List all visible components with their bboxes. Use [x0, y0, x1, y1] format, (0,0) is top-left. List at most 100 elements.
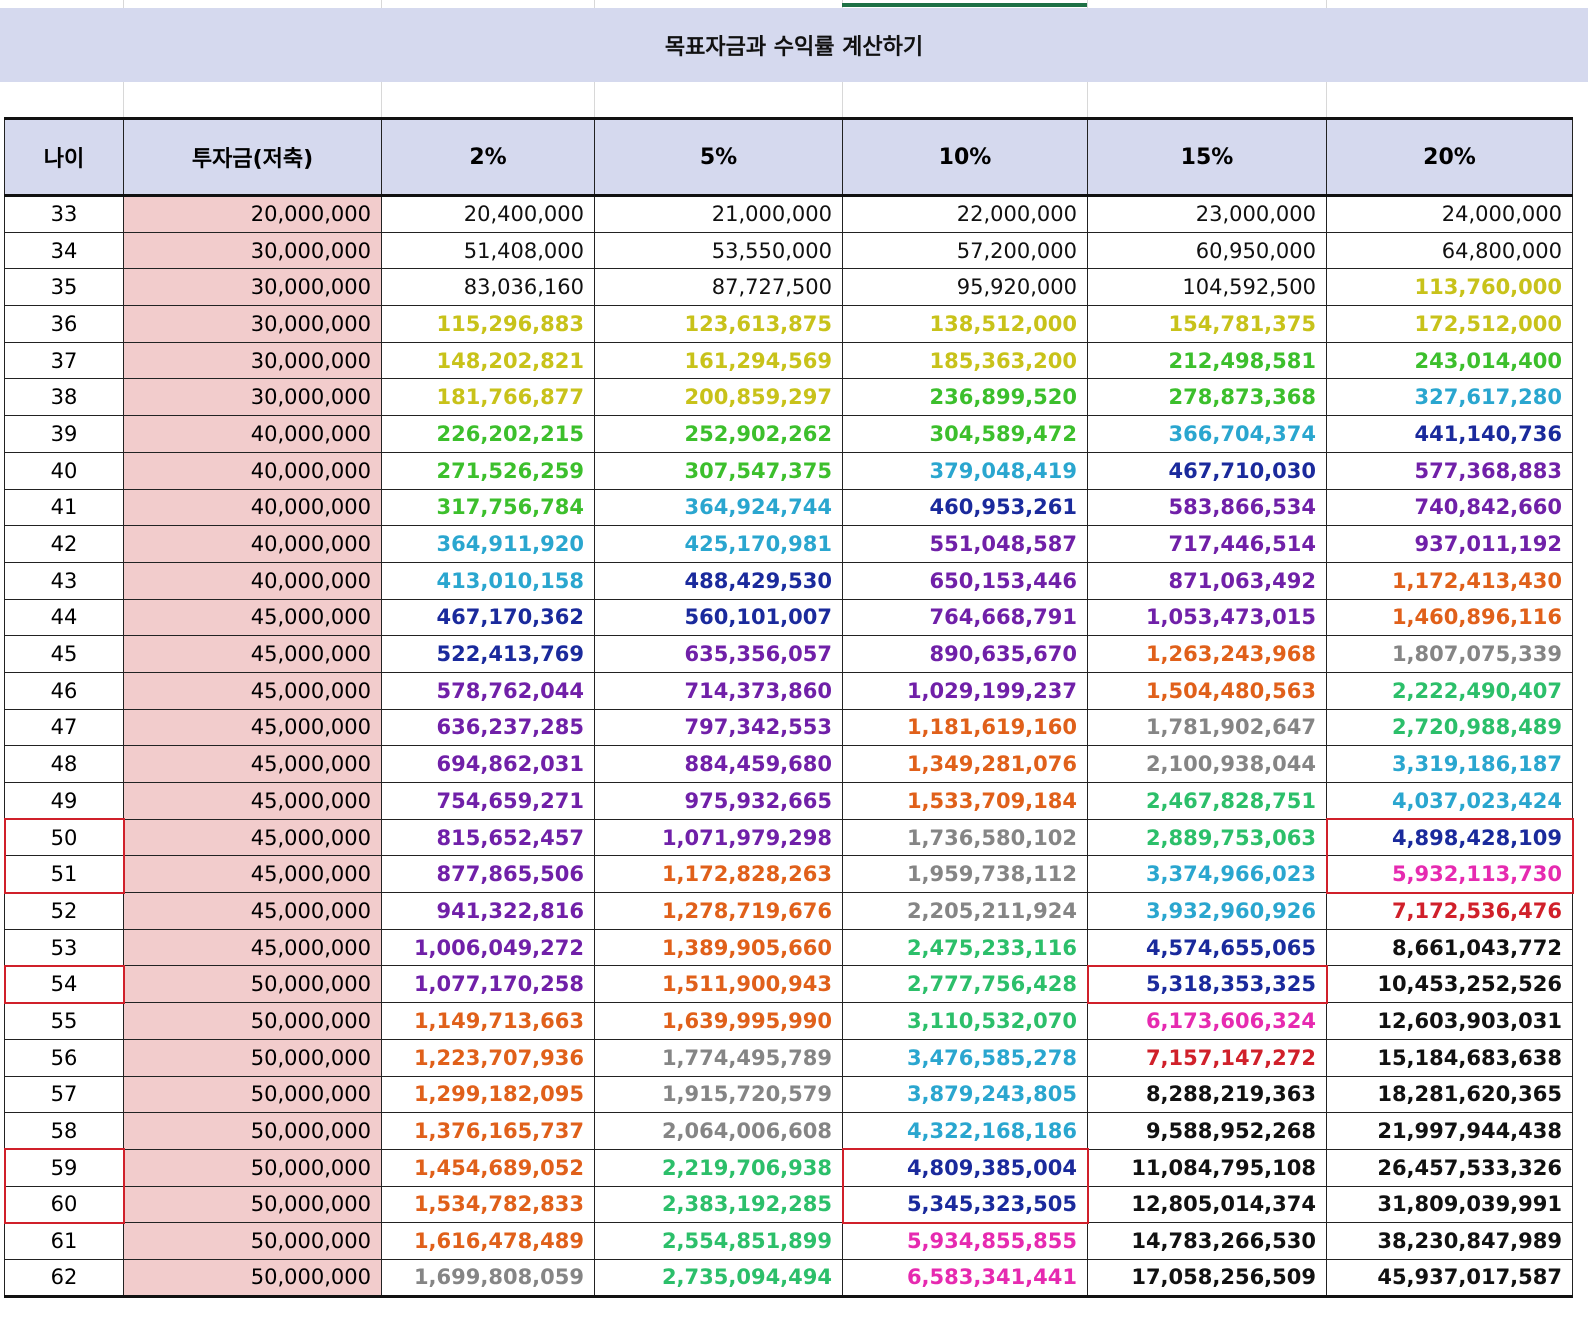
rate-10-value-cell[interactable]: 22,000,000	[842, 195, 1088, 233]
rate-5-value-cell[interactable]: 488,429,530	[594, 561, 843, 600]
rate-2-value-cell[interactable]: 115,296,883	[381, 305, 595, 343]
rate-10-value-cell[interactable]: 4,809,385,004	[842, 1148, 1088, 1187]
header-rate-15[interactable]: 15%	[1087, 117, 1327, 197]
investment-cell[interactable]: 50,000,000	[123, 1185, 382, 1224]
investment-cell[interactable]: 45,000,000	[123, 671, 382, 710]
rate-15-value-cell[interactable]: 2,467,828,751	[1087, 782, 1327, 820]
rate-10-value-cell[interactable]: 95,920,000	[842, 268, 1088, 307]
rate-10-value-cell[interactable]: 650,153,446	[842, 561, 1088, 600]
rate-15-value-cell[interactable]: 1,263,243,968	[1087, 635, 1327, 673]
header-investment[interactable]: 투자금(저축)	[123, 117, 382, 197]
rate-2-value-cell[interactable]: 1,149,713,663	[381, 1002, 595, 1040]
rate-5-value-cell[interactable]: 2,383,192,285	[594, 1185, 843, 1224]
rate-15-value-cell[interactable]: 278,873,368	[1087, 378, 1327, 417]
rate-20-value-cell[interactable]: 441,140,736	[1326, 415, 1573, 453]
rate-20-value-cell[interactable]: 740,842,660	[1326, 488, 1573, 527]
rate-5-value-cell[interactable]: 161,294,569	[594, 341, 843, 380]
investment-cell[interactable]: 50,000,000	[123, 1148, 382, 1187]
rate-5-value-cell[interactable]: 1,389,905,660	[594, 928, 843, 967]
rate-2-value-cell[interactable]: 578,762,044	[381, 671, 595, 710]
rate-5-value-cell[interactable]: 123,613,875	[594, 305, 843, 343]
investment-cell[interactable]: 45,000,000	[123, 928, 382, 967]
investment-cell[interactable]: 45,000,000	[123, 818, 382, 857]
age-cell[interactable]: 61	[4, 1222, 124, 1260]
investment-cell[interactable]: 40,000,000	[123, 451, 382, 490]
age-cell[interactable]: 34	[4, 231, 124, 270]
rate-5-value-cell[interactable]: 87,727,500	[594, 268, 843, 307]
rate-20-value-cell[interactable]: 327,617,280	[1326, 378, 1573, 417]
header-rate-20[interactable]: 20%	[1326, 117, 1573, 197]
rate-10-value-cell[interactable]: 57,200,000	[842, 231, 1088, 270]
rate-15-value-cell[interactable]: 7,157,147,272	[1087, 1038, 1327, 1077]
age-cell[interactable]: 33	[4, 195, 124, 233]
rate-5-value-cell[interactable]: 1,774,495,789	[594, 1038, 843, 1077]
investment-cell[interactable]: 50,000,000	[123, 1112, 382, 1150]
rate-5-value-cell[interactable]: 364,924,744	[594, 488, 843, 527]
age-cell[interactable]: 53	[4, 928, 124, 967]
rate-2-value-cell[interactable]: 877,865,506	[381, 855, 595, 894]
rate-15-value-cell[interactable]: 9,588,952,268	[1087, 1112, 1327, 1150]
rate-5-value-cell[interactable]: 635,356,057	[594, 635, 843, 673]
investment-cell[interactable]: 40,000,000	[123, 488, 382, 527]
rate-10-value-cell[interactable]: 5,345,323,505	[842, 1185, 1088, 1224]
rate-10-value-cell[interactable]: 3,476,585,278	[842, 1038, 1088, 1077]
rate-2-value-cell[interactable]: 1,077,170,258	[381, 965, 595, 1004]
header-rate-10[interactable]: 10%	[842, 117, 1088, 197]
rate-2-value-cell[interactable]: 467,170,362	[381, 598, 595, 637]
rate-2-value-cell[interactable]: 1,376,165,737	[381, 1112, 595, 1150]
rate-10-value-cell[interactable]: 1,959,738,112	[842, 855, 1088, 894]
rate-15-value-cell[interactable]: 154,781,375	[1087, 305, 1327, 343]
investment-cell[interactable]: 45,000,000	[123, 855, 382, 894]
rate-2-value-cell[interactable]: 522,413,769	[381, 635, 595, 673]
rate-2-value-cell[interactable]: 694,862,031	[381, 745, 595, 783]
rate-10-value-cell[interactable]: 1,349,281,076	[842, 745, 1088, 783]
rate-15-value-cell[interactable]: 871,063,492	[1087, 561, 1327, 600]
rate-5-value-cell[interactable]: 307,547,375	[594, 451, 843, 490]
rate-5-value-cell[interactable]: 252,902,262	[594, 415, 843, 453]
age-cell[interactable]: 35	[4, 268, 124, 307]
rate-5-value-cell[interactable]: 2,554,851,899	[594, 1222, 843, 1260]
rate-15-value-cell[interactable]: 23,000,000	[1087, 195, 1327, 233]
rate-10-value-cell[interactable]: 5,934,855,855	[842, 1222, 1088, 1260]
rate-10-value-cell[interactable]: 2,475,233,116	[842, 928, 1088, 967]
rate-20-value-cell[interactable]: 31,809,039,991	[1326, 1185, 1573, 1224]
rate-5-value-cell[interactable]: 560,101,007	[594, 598, 843, 637]
rate-5-value-cell[interactable]: 1,511,900,943	[594, 965, 843, 1004]
rate-15-value-cell[interactable]: 12,805,014,374	[1087, 1185, 1327, 1224]
rate-20-value-cell[interactable]: 3,319,186,187	[1326, 745, 1573, 783]
investment-cell[interactable]: 45,000,000	[123, 892, 382, 930]
header-rate-5[interactable]: 5%	[594, 117, 843, 197]
investment-cell[interactable]: 45,000,000	[123, 782, 382, 820]
rate-15-value-cell[interactable]: 717,446,514	[1087, 525, 1327, 563]
header-rate-2[interactable]: 2%	[381, 117, 595, 197]
age-cell[interactable]: 41	[4, 488, 124, 527]
age-cell[interactable]: 43	[4, 561, 124, 600]
rate-5-value-cell[interactable]: 2,735,094,494	[594, 1258, 843, 1298]
rate-10-value-cell[interactable]: 3,879,243,805	[842, 1075, 1088, 1114]
header-age[interactable]: 나이	[4, 117, 124, 197]
rate-5-value-cell[interactable]: 1,639,995,990	[594, 1002, 843, 1040]
rate-15-value-cell[interactable]: 1,781,902,647	[1087, 708, 1327, 747]
age-cell[interactable]: 50	[4, 818, 124, 857]
rate-10-value-cell[interactable]: 1,533,709,184	[842, 782, 1088, 820]
rate-15-value-cell[interactable]: 5,318,353,325	[1087, 965, 1327, 1004]
rate-15-value-cell[interactable]: 11,084,795,108	[1087, 1148, 1327, 1187]
investment-cell[interactable]: 30,000,000	[123, 341, 382, 380]
investment-cell[interactable]: 45,000,000	[123, 598, 382, 637]
rate-20-value-cell[interactable]: 4,037,023,424	[1326, 782, 1573, 820]
rate-15-value-cell[interactable]: 1,053,473,015	[1087, 598, 1327, 637]
rate-20-value-cell[interactable]: 12,603,903,031	[1326, 1002, 1573, 1040]
rate-20-value-cell[interactable]: 45,937,017,587	[1326, 1258, 1573, 1298]
rate-20-value-cell[interactable]: 1,460,896,116	[1326, 598, 1573, 637]
rate-10-value-cell[interactable]: 764,668,791	[842, 598, 1088, 637]
rate-5-value-cell[interactable]: 1,172,828,263	[594, 855, 843, 894]
rate-15-value-cell[interactable]: 104,592,500	[1087, 268, 1327, 307]
age-cell[interactable]: 57	[4, 1075, 124, 1114]
rate-15-value-cell[interactable]: 212,498,581	[1087, 341, 1327, 380]
rate-2-value-cell[interactable]: 636,237,285	[381, 708, 595, 747]
rate-5-value-cell[interactable]: 1,915,720,579	[594, 1075, 843, 1114]
age-cell[interactable]: 38	[4, 378, 124, 417]
rate-2-value-cell[interactable]: 181,766,877	[381, 378, 595, 417]
rate-20-value-cell[interactable]: 2,720,988,489	[1326, 708, 1573, 747]
rate-10-value-cell[interactable]: 236,899,520	[842, 378, 1088, 417]
